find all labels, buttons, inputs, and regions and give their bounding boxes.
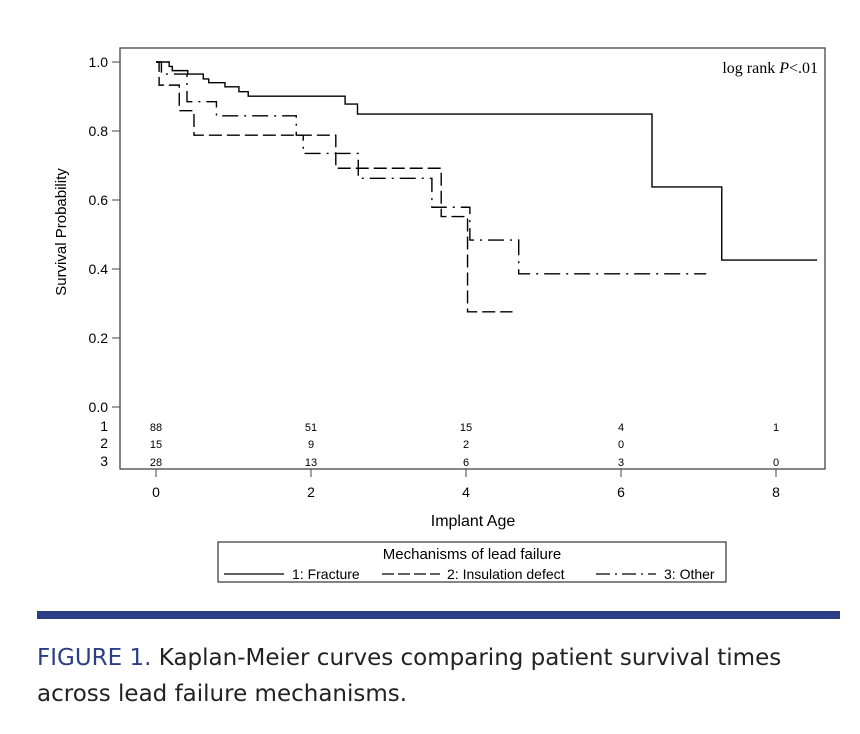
y-tick-label: 0.6 [89,192,109,208]
y-tick-label: 0.4 [89,261,109,277]
caption-text: Kaplan-Meier curves comparing patient su… [37,645,782,707]
at-risk-count: 13 [305,457,317,469]
figure-caption: FIGURE 1. Kaplan-Meier curves comparing … [37,640,852,712]
caption-divider-bar [37,611,840,619]
x-axis-label: Implant Age [431,513,516,530]
legend-title: Mechanisms of lead failure [383,546,561,563]
at-risk-count: 9 [308,439,314,451]
annotation-p: P [778,60,789,77]
caption-label: FIGURE 1. [37,645,152,671]
x-tick-label: 6 [617,484,625,500]
at-risk-group-label: 2 [100,435,108,451]
at-risk-group-label: 3 [100,453,108,469]
y-tick-label: 1.0 [89,54,109,70]
series-line-1 [156,61,818,261]
legend-entry-fracture: 1: Fracture [292,566,360,582]
at-risk-count: 15 [150,439,162,451]
series-line-3 [156,61,707,275]
at-risk-group-label: 1 [100,418,108,434]
at-risk-count: 15 [460,422,472,434]
x-tick-label: 0 [152,484,160,500]
annotation-prefix: log rank [722,60,779,77]
at-risk-count: 3 [618,457,624,469]
x-tick-label: 8 [772,484,780,500]
legend-entry-insulation: 2: Insulation defect [447,566,565,582]
y-axis-label: Survival Probability [53,168,70,296]
series-line-2 [156,61,513,313]
x-tick-label: 4 [462,484,470,500]
at-risk-count: 0 [618,439,624,451]
at-risk-count: 6 [463,457,469,469]
at-risk-count: 0 [773,457,779,469]
legend-box [217,541,727,583]
at-risk-count: 4 [618,422,624,434]
legend-entry-other: 3: Other [664,566,715,582]
legend: Mechanisms of lead failure 1: Fracture 2… [217,541,727,583]
x-tick-label: 2 [307,484,315,500]
at-risk-count: 28 [150,457,162,469]
at-risk-count: 1 [773,422,779,434]
at-risk-count: 51 [305,422,317,434]
at-risk-count: 2 [463,439,469,451]
plot-frame [119,47,826,470]
y-tick-label: 0.0 [89,399,109,415]
annotation-suffix: <.01 [789,60,818,77]
y-tick-label: 0.2 [89,330,109,346]
y-tick-label: 0.8 [89,123,109,139]
at-risk-count: 88 [150,422,162,434]
log-rank-annotation: log rank P<.01 [722,60,818,77]
